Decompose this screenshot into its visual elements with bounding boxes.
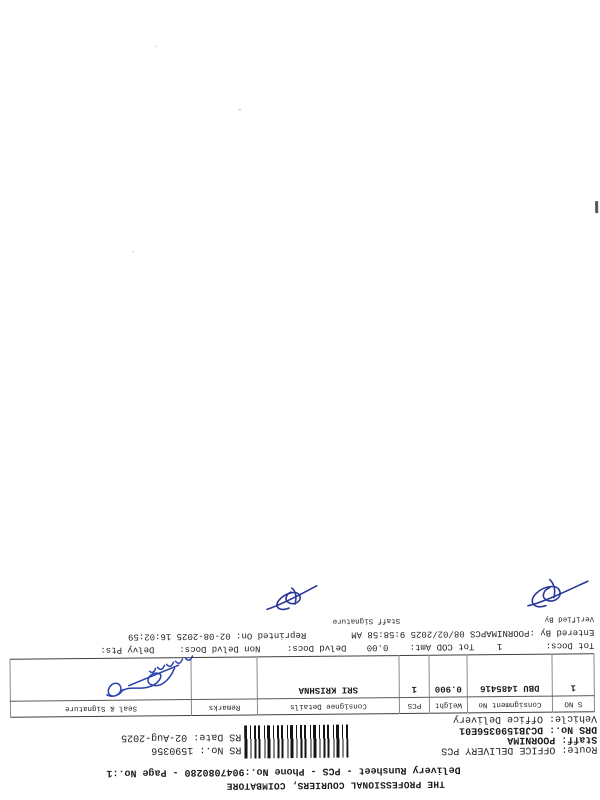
- delvd-docs-label: Delvd Docs:: [286, 642, 347, 654]
- scan-speck: [132, 250, 135, 253]
- runsheet-subtitle: Delivery Runsheet - PCS - Phone No.:9047…: [106, 763, 461, 778]
- drs-line: DRS No.: DCJB1590356E01: [459, 723, 597, 735]
- cell-consignment-no: DBU 1485416: [466, 654, 553, 697]
- rs-date-line: RS Date: 02-Aug-2025: [121, 731, 241, 743]
- tot-docs-label: Tot Docs:: [545, 640, 595, 651]
- verified-by-label: Verified By: [544, 614, 595, 623]
- staff-label: Staff:: [561, 733, 598, 745]
- cell-s-no: 1: [551, 653, 595, 697]
- col-header-consignee-details: Consignee Details: [257, 697, 400, 715]
- route-value: OFFICE DELIVERY PCS: [441, 743, 556, 756]
- reprinted-on-text: Reprinted On: 02-08-2025 16:02:59: [127, 629, 307, 642]
- vehicle-line: Vehicle: Office Delivery: [453, 712, 597, 724]
- delvy-pts-label: Delvy Pts:: [100, 644, 155, 655]
- vehicle-value: Office Delivery: [452, 712, 544, 725]
- tot-cod-label: Tot COD Amt:: [409, 641, 475, 652]
- cell-consignee: SRI KRISHNA: [256, 655, 400, 699]
- scan-edge-mark: [595, 201, 599, 214]
- rs-barcode: [244, 724, 349, 759]
- col-header-s-no: S NO: [552, 695, 595, 713]
- vehicle-label: Vehicle:: [548, 712, 598, 724]
- staff-line: Staff: POORNIMA: [507, 733, 597, 745]
- scan-speck: [238, 108, 242, 111]
- non-delvd-docs-label: Non Delvd Docs:: [179, 643, 261, 655]
- route-label: Route:: [561, 743, 598, 755]
- cell-pcs: 1: [398, 655, 430, 698]
- rs-date-value: 02-Aug-2025: [121, 731, 188, 743]
- col-header-weight: Weight: [429, 696, 468, 714]
- staff-signature-label: Staff Signature: [332, 616, 401, 625]
- verified-by-signature-ink: [527, 578, 589, 608]
- staff-signature-ink: [266, 585, 318, 611]
- drs-value: DCJB1590356E01: [459, 723, 544, 736]
- cell-weight: 0.900: [428, 654, 468, 698]
- drs-label: DRS No.:: [549, 723, 598, 735]
- tot-cod-value: 0.00: [366, 642, 389, 653]
- rs-no-value: 1590356: [151, 744, 194, 756]
- recipient-seal-signature-ink: [106, 655, 194, 697]
- rs-no-line: RS No.: 1590356: [151, 744, 241, 756]
- company-title: THE PROFESSIONAL COURIERS, COIMBATORE: [226, 778, 445, 792]
- staff-value: POORNIMA: [507, 733, 556, 746]
- tot-docs-value: 1: [496, 641, 503, 652]
- col-header-pcs: PCS: [399, 697, 430, 714]
- col-header-consignment-no: Consignment No: [467, 696, 553, 713]
- scan-speck: [154, 45, 157, 48]
- rs-no-label: RS No.:: [199, 743, 242, 755]
- rs-date-label: RS Date:: [193, 730, 242, 743]
- route-line: Route: OFFICE DELIVERY PCS: [441, 743, 597, 755]
